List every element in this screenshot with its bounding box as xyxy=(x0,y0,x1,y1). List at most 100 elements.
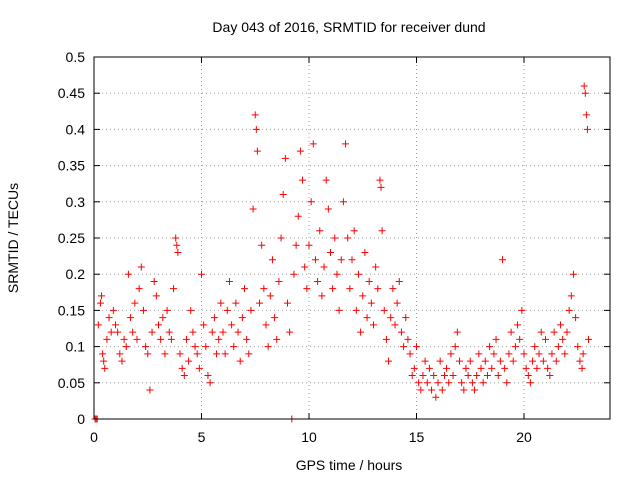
data-point xyxy=(193,350,201,358)
data-point xyxy=(578,364,586,372)
data-point xyxy=(96,299,104,307)
data-point xyxy=(303,285,311,293)
data-point xyxy=(98,292,106,300)
data-point xyxy=(516,335,524,343)
data-point xyxy=(576,357,584,365)
data-point xyxy=(404,335,412,343)
data-point xyxy=(273,335,281,343)
data-point xyxy=(352,306,360,314)
data-point xyxy=(109,306,117,314)
data-point xyxy=(327,248,334,256)
data-point xyxy=(468,379,476,387)
data-point xyxy=(397,328,405,336)
data-point xyxy=(146,386,154,394)
x-tick-label: 0 xyxy=(90,429,98,445)
y-tick-label: 0.05 xyxy=(58,375,85,391)
data-point xyxy=(507,328,515,336)
data-point xyxy=(557,321,565,329)
data-point xyxy=(494,372,502,380)
data-point xyxy=(501,364,509,372)
data-point xyxy=(299,176,307,184)
data-point xyxy=(393,299,401,307)
data-point xyxy=(582,111,590,119)
data-point xyxy=(202,343,210,351)
data-point xyxy=(339,198,347,206)
data-point xyxy=(122,343,130,351)
data-point xyxy=(165,328,173,336)
data-point xyxy=(258,241,266,249)
y-tick-label: 0.2 xyxy=(66,266,86,282)
data-point xyxy=(524,372,532,380)
data-point xyxy=(215,335,223,343)
data-point xyxy=(451,343,459,351)
y-axis-label: SRMTID / TECUs xyxy=(5,183,21,293)
data-point xyxy=(337,256,345,264)
data-points xyxy=(91,82,592,423)
data-point xyxy=(496,357,504,365)
data-point xyxy=(335,306,343,314)
data-point xyxy=(172,234,180,242)
data-point xyxy=(511,343,519,351)
data-point xyxy=(311,256,319,264)
grid xyxy=(94,57,610,419)
y-tick-label: 0 xyxy=(77,411,85,427)
data-point xyxy=(129,328,137,336)
data-point xyxy=(178,364,186,372)
data-point xyxy=(554,343,562,351)
data-point xyxy=(213,350,221,358)
data-point xyxy=(559,335,567,343)
data-point xyxy=(322,176,330,184)
data-point xyxy=(432,393,440,401)
data-point xyxy=(135,285,143,293)
data-point xyxy=(574,343,582,351)
data-point xyxy=(423,379,431,387)
data-point xyxy=(421,357,429,365)
data-point xyxy=(157,335,165,343)
data-point xyxy=(137,263,145,271)
data-point xyxy=(581,89,589,97)
data-point xyxy=(144,350,152,358)
data-point xyxy=(296,147,304,155)
data-point xyxy=(208,328,216,336)
data-point xyxy=(492,335,500,343)
data-point xyxy=(387,314,395,322)
data-point xyxy=(292,241,300,249)
data-point xyxy=(548,350,556,358)
data-point xyxy=(268,256,276,264)
data-point xyxy=(114,328,122,336)
data-point xyxy=(453,328,461,336)
data-point xyxy=(279,191,287,199)
data-point xyxy=(195,364,203,372)
data-point xyxy=(531,343,539,351)
data-point xyxy=(505,350,513,358)
y-tick-label: 0.1 xyxy=(66,339,86,355)
data-point xyxy=(483,372,491,380)
data-point xyxy=(344,234,352,242)
data-point xyxy=(561,350,569,358)
y-tick-label: 0.3 xyxy=(66,194,86,210)
data-point xyxy=(187,306,195,314)
data-point xyxy=(161,350,169,358)
data-point xyxy=(402,314,410,322)
data-point xyxy=(406,350,414,358)
data-point xyxy=(363,314,371,322)
x-tick-label: 15 xyxy=(409,429,425,445)
data-point xyxy=(438,386,446,394)
data-point xyxy=(413,343,420,351)
data-point xyxy=(380,306,388,314)
data-point xyxy=(275,277,283,285)
data-point xyxy=(464,372,472,380)
data-point xyxy=(539,357,547,365)
data-point xyxy=(486,343,494,351)
data-point xyxy=(200,321,208,329)
data-point xyxy=(342,140,350,148)
data-point xyxy=(155,321,162,329)
x-tick-label: 10 xyxy=(301,429,317,445)
y-tick-label: 0.25 xyxy=(58,230,85,246)
data-point xyxy=(112,321,119,329)
data-point xyxy=(503,379,511,387)
data-point xyxy=(585,335,592,343)
data-point xyxy=(281,154,289,162)
data-point xyxy=(563,328,571,336)
data-point xyxy=(142,343,150,351)
